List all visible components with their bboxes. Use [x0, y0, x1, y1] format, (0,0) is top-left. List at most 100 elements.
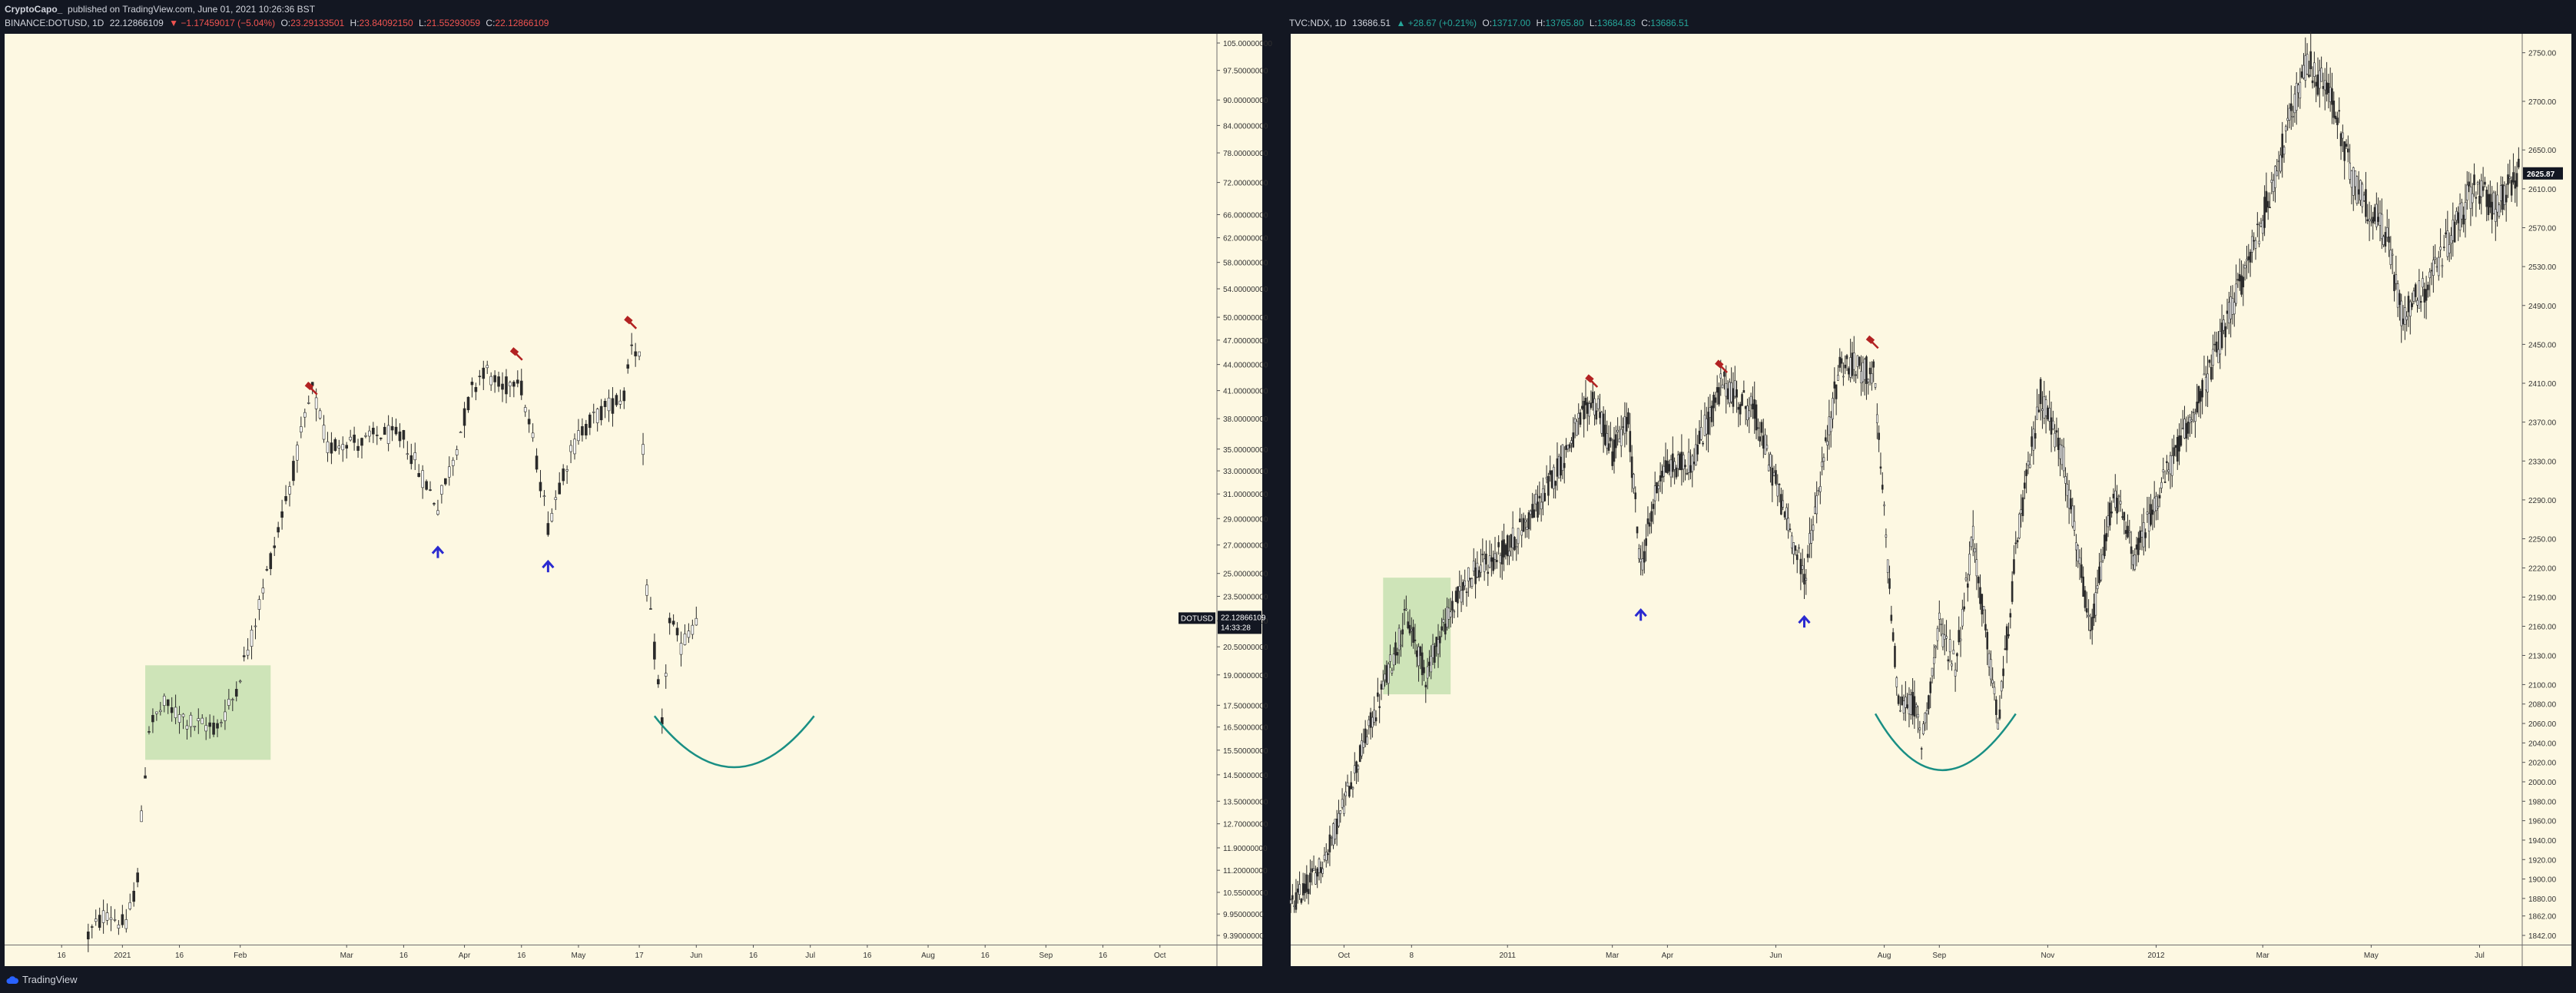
chart2-candle-body	[1780, 494, 1782, 515]
chart2-candle-body	[1746, 405, 1749, 421]
chart1-candle-body	[216, 723, 219, 729]
chart2-candle-body	[1772, 472, 1775, 476]
left-symbol[interactable]: BINANCE:DOTUSD, 1D	[5, 18, 104, 28]
chart2-candle-body	[1483, 558, 1486, 572]
chart1-candle-body	[148, 731, 151, 733]
chart2-candle-body	[2201, 379, 2203, 398]
chart2-candle-body	[2489, 194, 2491, 208]
chart2-candle-body	[1307, 889, 1310, 895]
chart2-candle-body	[1646, 518, 1649, 525]
chart2-candle-body	[1895, 677, 1898, 687]
chart2-candle-body	[2430, 270, 2433, 272]
chart2-candle-body	[1510, 534, 1513, 548]
chart2-candle-body	[1407, 621, 1409, 628]
chart2-y-tick-label: 2080.00	[2528, 701, 2557, 710]
chart2-candle-body	[2036, 406, 2038, 420]
chart2-candle-body	[1500, 540, 1503, 564]
chart2-candle-body	[1451, 601, 1454, 611]
chart2-candle-body	[2492, 192, 2495, 214]
chart2-candle-body	[1639, 558, 1642, 562]
chart1-candle-body	[595, 409, 599, 423]
chart2-candle-body	[2498, 204, 2501, 217]
chart2-candle-body	[1716, 387, 1719, 393]
left-time-axis[interactable]	[5, 945, 1262, 967]
chart2-candle-body	[1908, 693, 1911, 715]
chart2-candle-body	[2499, 185, 2502, 201]
chart1-y-tick-label: 97.50000000	[1223, 68, 1268, 76]
chart2-candle-body	[2265, 190, 2268, 213]
chart2-candle-body	[2480, 180, 2483, 197]
chart2-candle-body	[1560, 456, 1562, 476]
chart2-x-tick-label: Jun	[1769, 952, 1782, 960]
chart2-candle-body	[1865, 356, 1868, 384]
chart2-candle-body	[2028, 464, 2031, 468]
chart2-y-tick-label: 2370.00	[2528, 419, 2557, 428]
chart2-candle-body	[2304, 55, 2307, 81]
chart2-candle-body	[1335, 819, 1338, 835]
chart2-candle-body	[2261, 220, 2264, 234]
chart1-y-tick-label: 38.00000000	[1223, 415, 1268, 424]
chart2-candle-body	[2446, 230, 2449, 257]
chart2-y-tick-label: 2290.00	[2528, 497, 2557, 505]
author-name[interactable]: CryptoCapo_	[5, 4, 63, 15]
chart1-candle-body	[565, 469, 569, 472]
left-high: 23.84092150	[359, 18, 413, 28]
chart2-candle-body	[1643, 551, 1646, 563]
chart2-candle-body	[2281, 134, 2284, 158]
chart2-candle-body	[1570, 440, 1573, 444]
chart1-candle-body	[105, 912, 109, 921]
left-close: 22.12866109	[495, 18, 549, 28]
chart2-candle-body	[1312, 868, 1315, 871]
chart2-candle-body	[1408, 624, 1411, 634]
chart2-candle-body	[1815, 495, 1818, 515]
chart1-y-tick-label: 16.50000000	[1223, 724, 1268, 733]
chart2-candle-body	[1577, 412, 1580, 419]
chart2-candle-body	[1426, 666, 1429, 679]
chart2-candle-body	[2018, 514, 2021, 539]
chart2-candle-body	[2432, 260, 2435, 276]
chart2-candle-body	[1615, 434, 1617, 449]
chart2-candle-body	[2150, 504, 2152, 525]
chart2-candle-body	[2512, 172, 2515, 183]
chart2-candle-body	[2189, 416, 2191, 423]
chart2-candle-body	[2458, 203, 2462, 230]
chart2-candle-body	[1618, 439, 1621, 442]
chart1-candle-body	[516, 379, 519, 384]
chart2-candle-body	[2032, 429, 2035, 451]
chart1-candle-body	[546, 523, 550, 535]
chart2-candle-body	[1686, 472, 1689, 475]
right-change: ▲ +28.67 (+0.21%)	[1396, 18, 1477, 28]
chart1-candle-body	[208, 722, 211, 727]
chart2-candle-body	[1760, 422, 1763, 433]
chart2-candle-body	[1782, 500, 1785, 508]
chart2-candle-body	[1428, 661, 1431, 667]
tradingview-logo[interactable]: TradingView	[6, 974, 78, 985]
right-time-axis[interactable]	[1291, 945, 2571, 967]
chart2-candle-body	[2259, 223, 2263, 227]
left-chart-panel[interactable]	[5, 34, 1262, 945]
right-symbol[interactable]: TVC:NDX, 1D	[1289, 18, 1347, 28]
chart1-candle-body	[322, 425, 326, 440]
chart2-candle-body	[1902, 700, 1905, 713]
chart2-candle-body	[2121, 516, 2123, 518]
chart2-candle-body	[2197, 386, 2200, 404]
chart2-candle-body	[1905, 697, 1907, 708]
chart2-candle-body	[2468, 181, 2470, 187]
chart1-x-tick-label: 16	[1099, 952, 1108, 960]
chart2-candle-body	[1499, 554, 1502, 564]
chart2-candle-body	[1959, 638, 1962, 641]
chart2-candle-body	[2014, 542, 2017, 544]
chart2-candle-body	[1538, 495, 1541, 498]
chart2-candle-body	[1293, 905, 1295, 907]
chart2-y-tick-label: 2610.00	[2528, 186, 2557, 194]
chart2-candle-body	[1602, 413, 1605, 437]
chart2-candle-body	[2048, 408, 2051, 422]
chart2-candle-body	[1417, 646, 1420, 667]
chart2-candle-body	[2289, 103, 2293, 111]
chart2-candle-body	[2347, 148, 2349, 153]
chart2-candle-body	[1931, 667, 1934, 677]
chart2-candle-body	[1698, 430, 1701, 445]
chart1-y-tick-label: 84.00000000	[1223, 122, 1268, 131]
chart2-candle-body	[1764, 434, 1766, 455]
